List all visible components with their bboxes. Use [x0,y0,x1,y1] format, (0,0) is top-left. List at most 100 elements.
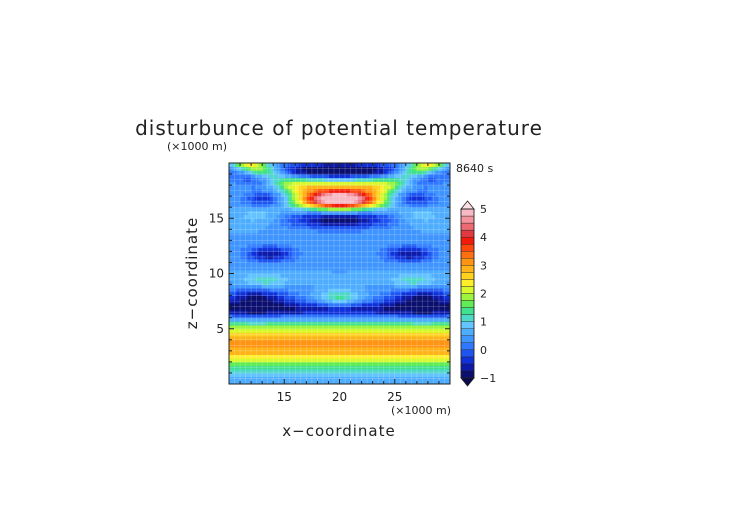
field-cell [350,210,355,215]
field-cell [258,336,263,341]
field-cell [435,325,440,330]
field-cell [291,284,296,289]
field-cell [302,347,307,352]
field-cell [335,376,340,381]
field-cell [361,181,366,186]
field-cell [317,170,322,175]
field-cell [365,380,370,385]
field-cell [368,358,374,363]
field-cell [298,325,304,330]
field-cell [321,343,326,348]
field-cell [343,244,348,249]
field-cell [413,181,418,186]
field-cell [343,177,348,182]
field-cell [240,365,245,370]
field-cell [243,199,248,204]
field-cell [431,236,436,241]
field-cell [265,376,270,381]
field-cell [321,380,326,385]
field-cell [409,185,414,190]
field-cell [427,188,432,193]
field-cell [335,258,340,263]
field-cell [317,380,322,385]
field-cell [262,203,267,208]
field-cell [442,358,447,363]
field-cell [269,218,274,223]
field-cell [298,280,304,285]
field-cell [306,361,311,366]
field-cell [398,177,403,182]
field-cell [405,317,410,322]
field-cell [435,185,440,190]
colorbar-swatch [460,222,475,231]
field-cell [398,317,403,322]
field-cell [376,266,381,271]
field-cell [372,291,377,296]
field-cell [354,262,359,267]
field-cell [276,332,281,337]
field-cell [229,332,234,337]
field-cell [354,358,359,363]
field-cell [438,336,444,341]
field-cell [251,207,256,212]
field-cell [269,310,274,315]
field-cell [232,310,237,315]
field-cell [387,299,392,304]
field-cell [302,240,307,245]
field-cell [394,372,399,378]
field-cell [310,295,315,300]
field-cell [276,251,281,256]
field-cell [372,325,377,330]
field-cell [361,361,366,366]
field-cell [324,170,329,175]
field-cell [346,244,351,249]
field-cell [427,174,432,179]
field-cell [405,229,410,234]
field-cell [332,328,337,333]
field-cell [354,221,359,227]
field-cell [295,185,300,190]
field-cell [295,196,300,201]
field-cell [328,221,333,227]
field-cell [446,185,451,190]
field-cell [442,174,447,179]
field-cell [306,247,311,252]
field-cell [383,314,388,319]
field-cell [295,325,300,330]
field-cell [310,177,315,182]
field-cell [269,314,274,319]
field-cell [391,280,396,285]
field-cell [236,273,241,278]
field-cell [427,350,432,355]
field-cell [247,181,252,186]
field-cell [380,225,385,230]
field-cell [280,347,285,352]
field-cell [383,306,388,311]
field-cell [438,229,444,234]
field-cell [306,255,311,260]
field-cell [251,365,256,370]
field-cell [398,232,403,238]
field-cell [335,229,340,234]
field-cell [398,269,403,274]
field-cell [269,196,274,201]
field-cell [402,347,407,352]
field-cell [287,170,293,175]
field-cell [424,163,429,168]
field-cell [273,225,278,230]
field-cell [280,232,285,238]
field-cell [391,203,396,208]
field-cell [306,207,311,212]
field-cell [240,299,245,304]
field-cell [332,218,337,223]
field-cell [354,343,359,348]
field-cell [302,376,307,381]
field-cell [402,380,407,385]
field-cell [324,221,329,227]
field-cell [291,358,296,363]
colorbar-swatch [460,342,475,351]
field-cell [346,166,351,171]
field-cell [295,188,300,193]
field-cell [273,380,278,385]
field-cell [354,177,359,182]
